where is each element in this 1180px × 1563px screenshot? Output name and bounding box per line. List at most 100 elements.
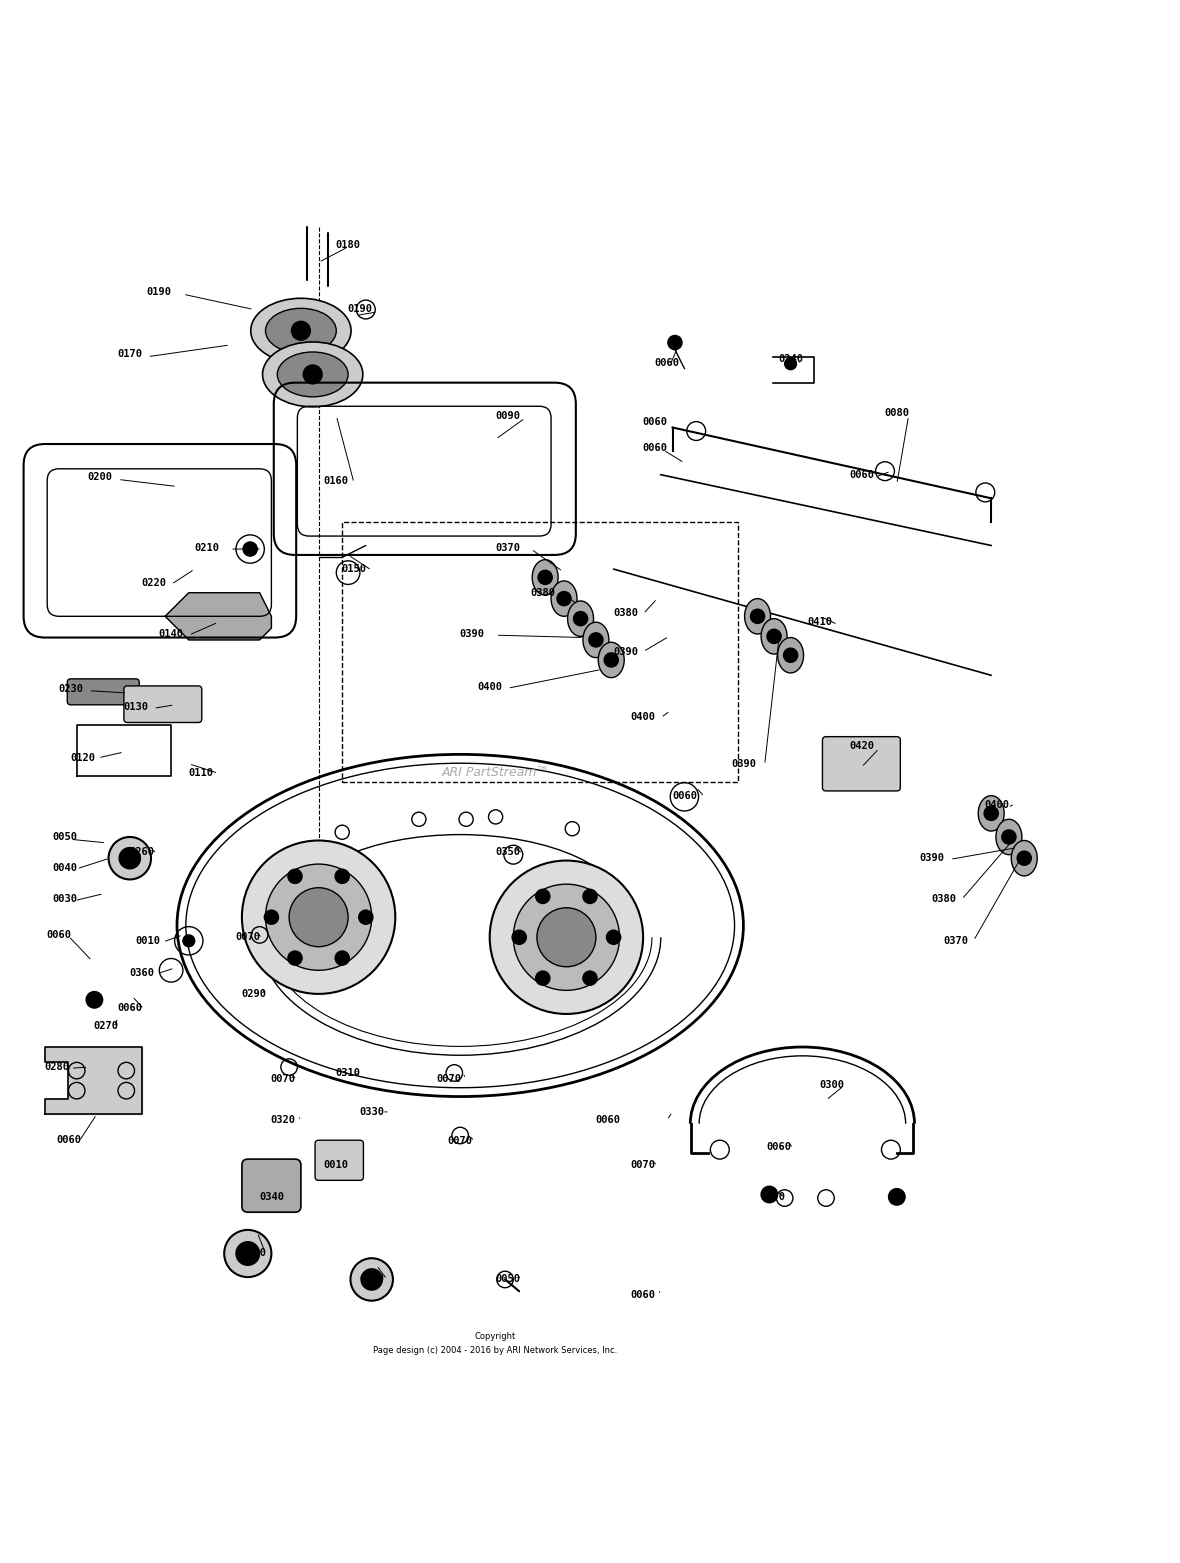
Text: 0380: 0380 (530, 588, 556, 597)
Text: 0070: 0070 (270, 1074, 296, 1083)
Text: 0360: 0360 (129, 967, 155, 978)
Circle shape (589, 633, 603, 647)
Polygon shape (165, 592, 271, 639)
Text: 0060: 0060 (46, 930, 72, 939)
Circle shape (361, 1269, 382, 1289)
Text: 0320: 0320 (270, 1114, 296, 1125)
Circle shape (266, 864, 372, 971)
Text: 0260: 0260 (129, 847, 155, 857)
Text: 0160: 0160 (323, 475, 349, 486)
Text: 0190: 0190 (146, 286, 172, 297)
Ellipse shape (583, 622, 609, 658)
Circle shape (538, 570, 552, 585)
Text: 0070: 0070 (447, 1136, 473, 1146)
Ellipse shape (1011, 841, 1037, 875)
Circle shape (750, 610, 765, 624)
Text: 0060: 0060 (654, 358, 680, 367)
Circle shape (537, 908, 596, 967)
Text: Page design (c) 2004 - 2016 by ARI Network Services, Inc.: Page design (c) 2004 - 2016 by ARI Netwo… (374, 1346, 617, 1355)
Ellipse shape (761, 619, 787, 653)
Circle shape (243, 542, 257, 556)
Text: 0400: 0400 (984, 800, 1010, 810)
Circle shape (119, 847, 140, 869)
Text: 0150: 0150 (341, 564, 367, 574)
Text: 0400: 0400 (477, 681, 503, 692)
Text: 0050: 0050 (52, 832, 78, 842)
Circle shape (984, 807, 998, 821)
Text: 0090: 0090 (494, 411, 520, 420)
Circle shape (350, 1258, 393, 1300)
Ellipse shape (996, 819, 1022, 855)
Text: 0050: 0050 (494, 1274, 520, 1285)
Text: 0080: 0080 (884, 408, 910, 419)
Circle shape (761, 1186, 778, 1204)
Text: 0390: 0390 (612, 647, 638, 656)
Text: 0240: 0240 (778, 355, 804, 364)
Text: 0370: 0370 (943, 936, 969, 946)
Text: 0070: 0070 (760, 1193, 786, 1202)
Text: 0010: 0010 (135, 936, 160, 946)
Ellipse shape (532, 560, 558, 596)
Ellipse shape (250, 299, 350, 363)
Text: 0030: 0030 (52, 894, 78, 905)
Circle shape (604, 653, 618, 667)
Text: 0330: 0330 (359, 1107, 385, 1118)
Circle shape (359, 910, 373, 924)
Text: 0130: 0130 (123, 702, 149, 713)
Circle shape (291, 322, 310, 341)
Circle shape (573, 611, 588, 625)
Circle shape (236, 1241, 260, 1266)
Text: 0070: 0070 (435, 1074, 461, 1083)
Text: 0340: 0340 (258, 1193, 284, 1202)
Ellipse shape (978, 796, 1004, 832)
Circle shape (767, 630, 781, 644)
FancyBboxPatch shape (315, 1141, 363, 1180)
FancyBboxPatch shape (124, 686, 202, 722)
Text: ARI PartStream™: ARI PartStream™ (441, 766, 550, 778)
Circle shape (536, 971, 550, 985)
Text: 0060: 0060 (642, 442, 668, 453)
Text: 0120: 0120 (70, 753, 96, 763)
Ellipse shape (277, 352, 348, 397)
Text: 0060: 0060 (848, 470, 874, 480)
Circle shape (536, 889, 550, 903)
Ellipse shape (745, 599, 771, 635)
Circle shape (557, 591, 571, 606)
Text: 0060: 0060 (595, 1114, 621, 1125)
Circle shape (583, 889, 597, 903)
Text: 0190: 0190 (347, 305, 373, 314)
Circle shape (1002, 830, 1016, 844)
Circle shape (607, 930, 621, 944)
Text: Copyright: Copyright (476, 1332, 516, 1341)
Text: 0410: 0410 (807, 617, 833, 627)
Circle shape (264, 910, 278, 924)
Circle shape (109, 836, 151, 880)
Text: 0170: 0170 (117, 350, 143, 359)
Text: 0220: 0220 (140, 578, 166, 588)
Text: 0070: 0070 (235, 932, 261, 942)
Circle shape (889, 1188, 905, 1205)
Text: 0280: 0280 (44, 1063, 70, 1072)
Circle shape (260, 1174, 283, 1199)
Text: 0060: 0060 (55, 1135, 81, 1146)
Circle shape (512, 930, 526, 944)
Text: 0060: 0060 (630, 1289, 656, 1300)
Circle shape (668, 336, 682, 350)
Ellipse shape (598, 642, 624, 678)
Text: 0060: 0060 (117, 1003, 143, 1013)
Text: 0180: 0180 (335, 239, 361, 250)
Text: 0270: 0270 (93, 1021, 119, 1030)
FancyBboxPatch shape (67, 678, 139, 705)
Ellipse shape (778, 638, 804, 674)
Circle shape (183, 935, 195, 947)
Text: 0210: 0210 (194, 542, 219, 553)
Text: 0380: 0380 (931, 894, 957, 905)
Text: 0060: 0060 (642, 417, 668, 427)
Circle shape (785, 358, 796, 370)
Polygon shape (45, 1047, 142, 1114)
Text: 0370: 0370 (494, 542, 520, 553)
Text: 0290: 0290 (241, 989, 267, 999)
Circle shape (288, 869, 302, 883)
Circle shape (242, 841, 395, 994)
Circle shape (1017, 852, 1031, 866)
